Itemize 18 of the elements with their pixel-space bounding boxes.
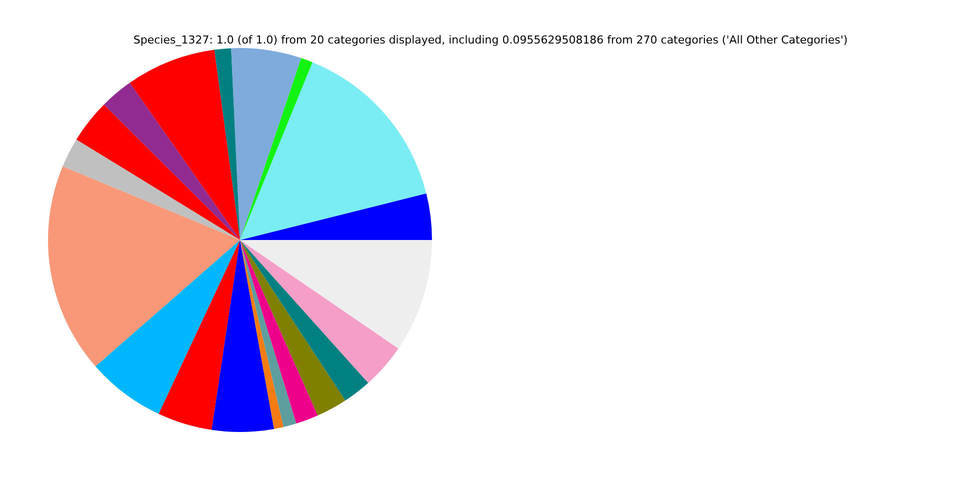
pie-slice [104, 82, 240, 240]
pie-slice [48, 166, 240, 366]
pie-slice [240, 240, 368, 401]
pie-slice [240, 58, 312, 240]
pie-slice [212, 240, 274, 432]
text: Species_1327: 1.0 (of 1.0) from 20 categories displayed, including 0.0955629508186 from 270 categories ('All Other Categories') [133, 34, 848, 47]
pie-slice [62, 140, 240, 240]
pie-slice [240, 240, 284, 429]
pie-slice [240, 240, 398, 383]
pie-slice [240, 240, 296, 427]
pie-slice [240, 62, 426, 240]
pie-slice [231, 48, 302, 240]
pie-slice [240, 240, 346, 416]
pie-slice [240, 240, 432, 349]
pie-slice [240, 193, 432, 240]
pie-slice [240, 240, 318, 424]
pie-slice [96, 240, 240, 414]
pie-slice [214, 48, 240, 240]
